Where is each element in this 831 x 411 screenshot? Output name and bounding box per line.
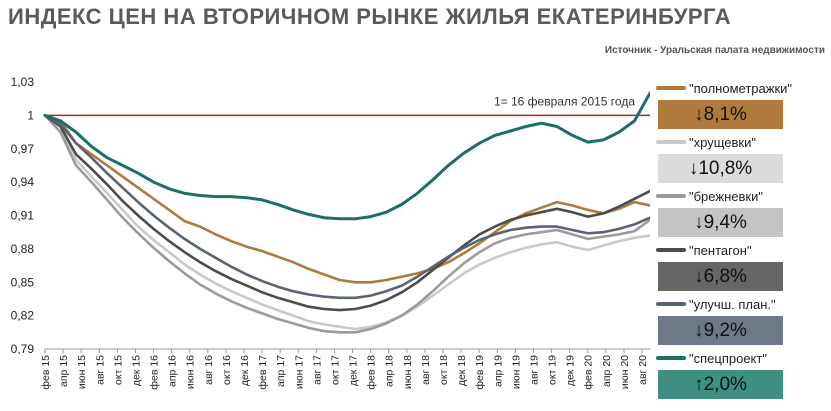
legend-item: "улучш. план." ↓9,2% (656, 294, 828, 348)
legend-item: "хрущевки" ↓10,8% (656, 132, 828, 186)
series-line-1 (43, 114, 650, 284)
change-badge: ↓8,1% (658, 100, 783, 129)
x-tick-label: фев 19 (474, 355, 486, 390)
y-tick-label: 1,03 (11, 75, 35, 89)
x-tick-label: апр 20 (601, 355, 613, 387)
change-badge: ↓9,2% (658, 316, 783, 345)
x-tick-label: июн 17 (293, 355, 305, 389)
line-chart: 1,03 1 0,97 0,94 0,91 0,88 0,85 0,82 0,79 фев 15 а… (11, 75, 650, 390)
legend-item: "спецпроект" ↑2,0% (656, 348, 828, 402)
legend-item: "пентагон" ↓6,8% (656, 240, 828, 294)
legend-entry: "спецпроект" (656, 348, 767, 368)
x-tick-label: фев 15 (40, 355, 52, 390)
series-line-2 (43, 114, 650, 331)
legend-swatch (656, 248, 686, 252)
legend-entry: "полнометражки" (656, 78, 792, 98)
y-tick-label: 1 (27, 108, 34, 122)
legend-entry: "хрущевки" (656, 132, 756, 152)
legend-swatch (656, 86, 686, 90)
legend-label: "полнометражки" (689, 80, 793, 96)
x-tick-label: июн 20 (619, 355, 631, 389)
x-tick-label: окт 17 (329, 355, 341, 385)
x-tick-label: авг 16 (203, 355, 215, 385)
change-value: ↓9,2% (694, 319, 747, 341)
x-tick-label: апр 16 (167, 355, 179, 387)
x-tick-label: дек 17 (348, 355, 360, 386)
legend-entry: "пентагон" (656, 240, 752, 260)
reference-line-label: 1= 16 февраля 2015 года (494, 94, 635, 108)
legend: "полнометражки" ↓8,1% "хрущевки" ↓10,8% "бре… (656, 78, 828, 402)
y-tick-label: 0,94 (11, 175, 35, 189)
change-badge: ↑2,0% (658, 370, 783, 399)
x-tick-label: дек 19 (565, 355, 577, 386)
x-tick-label: фев 17 (257, 355, 269, 390)
x-tick-label: апр 17 (275, 355, 287, 387)
legend-swatch (656, 356, 686, 360)
legend-item: "полнометражки" ↓8,1% (656, 78, 828, 132)
x-tick-label: фев 16 (149, 355, 161, 390)
change-badge: ↓6,8% (658, 262, 783, 291)
legend-label: "спецпроект" (689, 350, 767, 366)
change-value: ↓9,4% (694, 211, 747, 233)
x-tick-label: авг 18 (420, 355, 432, 385)
y-tick-label: 0,79 (11, 342, 35, 356)
x-tick-label: июн 15 (76, 355, 88, 389)
x-tick-label: авг 17 (311, 355, 323, 385)
x-tick-label: окт 15 (112, 355, 124, 385)
change-value: ↓8,1% (694, 103, 747, 125)
x-tick-label: окт 19 (547, 355, 559, 385)
y-tick-label: 0,82 (11, 309, 35, 323)
x-tick-label: авг 15 (94, 355, 106, 385)
x-tick-label: июн 18 (402, 355, 414, 389)
y-tick-label: 0,97 (11, 142, 35, 156)
legend-label: "брежневки" (689, 188, 763, 204)
change-value: ↓10,8% (688, 157, 753, 179)
series-line-3 (43, 114, 650, 334)
x-tick-label: авг 19 (528, 355, 540, 385)
x-tick-label: апр 15 (58, 355, 70, 387)
x-tick-label: июн 16 (185, 355, 197, 389)
x-tick-label: фев 18 (366, 355, 378, 390)
series-line-4 (43, 114, 650, 312)
legend-entry: "улучш. план." (656, 294, 776, 314)
legend-entry: "брежневки" (656, 186, 763, 206)
x-tick-label: апр 19 (492, 355, 504, 387)
x-tick-label: окт 18 (438, 355, 450, 385)
x-tick-label: авг 20 (637, 355, 649, 385)
change-badge: ↓9,4% (658, 208, 783, 237)
x-tick-label: апр 18 (384, 355, 396, 387)
y-tick-label: 0,85 (11, 275, 35, 289)
x-tick-label: фев 20 (583, 355, 595, 390)
series-line-5 (43, 114, 650, 300)
y-tick-label: 0,91 (11, 209, 35, 223)
legend-swatch (656, 194, 686, 198)
x-tick-label: окт 16 (221, 355, 233, 385)
x-tick-label: дек 16 (239, 355, 251, 386)
source-note: Источник - Уральская палата недвижимости (604, 45, 825, 56)
x-tick-label: дек 18 (456, 355, 468, 386)
change-value: ↑2,0% (694, 373, 747, 395)
legend-label: "хрущевки" (689, 134, 756, 150)
y-tick-label: 0,88 (11, 242, 35, 256)
legend-label: "пентагон" (689, 242, 752, 258)
change-value: ↓6,8% (694, 265, 747, 287)
series-line-6 (43, 91, 650, 221)
change-badge: ↓10,8% (658, 154, 783, 183)
legend-swatch (656, 302, 686, 306)
page-title: ИНДЕКС ЦЕН НА ВТОРИЧНОМ РЫНКЕ ЖИЛЬЯ ЕКАТ… (8, 4, 732, 29)
x-tick-label: июн 19 (510, 355, 522, 389)
legend-label: "улучш. план." (689, 296, 776, 312)
legend-item: "брежневки" ↓9,4% (656, 186, 828, 240)
legend-swatch (656, 140, 686, 144)
x-tick-label: дек 15 (130, 355, 142, 386)
